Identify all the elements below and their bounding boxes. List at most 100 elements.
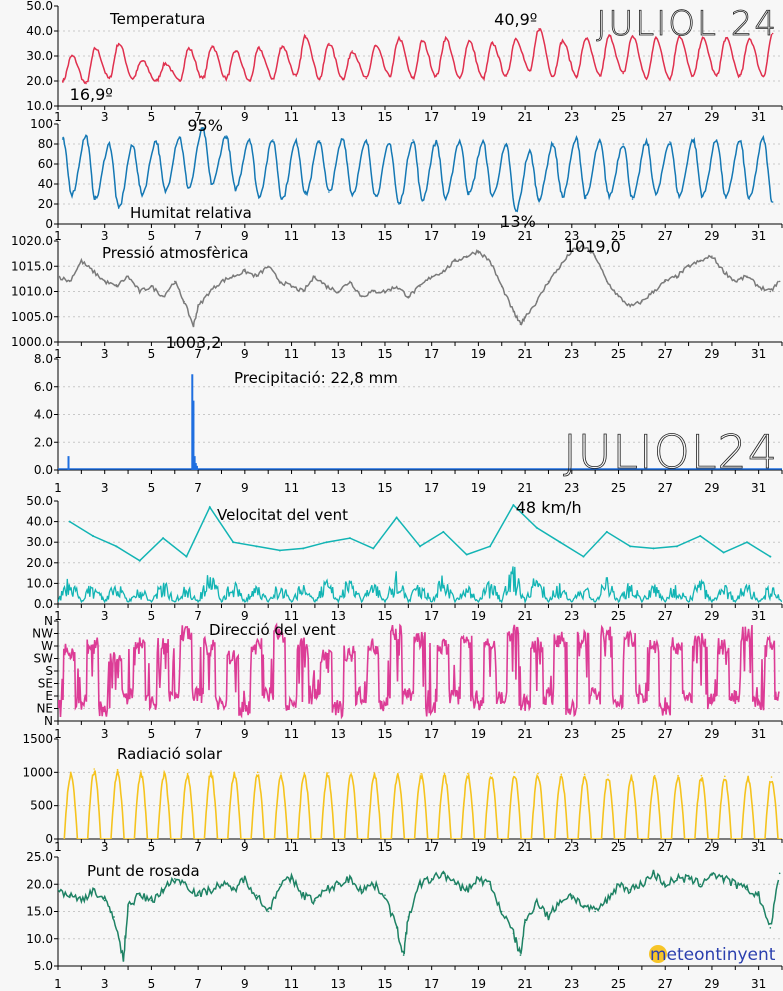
hum-data-point <box>725 197 727 199</box>
radiation-line <box>63 769 782 839</box>
y-tick-label: 50.0 <box>26 494 53 508</box>
x-tick-label: 29 <box>704 609 719 623</box>
panel-dew: 5.010.015.020.025.01 3 5 7 9 11 13 15 17 19 21 23 25… <box>26 850 783 991</box>
dew-data-point <box>465 888 468 891</box>
dew-data-point <box>606 899 608 902</box>
x-tick-label: 31 <box>751 977 766 991</box>
dew-data-point <box>699 883 702 886</box>
x-tick-label: 11 <box>284 229 299 243</box>
wind-direction-line <box>58 622 780 720</box>
temp-data-point <box>211 45 213 47</box>
dew-data-point <box>162 888 164 891</box>
radiation-peak-point <box>140 770 142 772</box>
hum-data-point <box>458 140 461 142</box>
x-tick-label: 5 <box>148 840 156 854</box>
temp-data-point <box>328 42 330 45</box>
x-tick-label: 15 <box>377 727 392 741</box>
x-tick-label: 25 <box>611 609 626 623</box>
x-tick-label: 23 <box>564 609 579 623</box>
dew-data-point <box>337 883 340 886</box>
x-tick-label: 1 <box>54 727 62 741</box>
temp-data-point <box>514 37 517 40</box>
x-tick-label: 1 <box>54 977 62 991</box>
panel-title-precip: Precipitació: 22,8 mm <box>234 369 398 387</box>
x-tick-label: 11 <box>284 727 299 741</box>
dew-data-point <box>617 883 620 886</box>
x-tick-label: 23 <box>564 347 579 361</box>
hum-data-point <box>692 139 695 141</box>
pres-data-point <box>419 285 421 288</box>
temp-data-point <box>575 75 578 77</box>
annotation-hum: 95% <box>187 116 223 135</box>
x-tick-label: 25 <box>611 110 626 124</box>
x-tick-label: 5 <box>148 609 156 623</box>
dew-data-point <box>722 878 725 880</box>
x-tick-label: 1 <box>54 481 62 495</box>
brand-text: meteontinyent <box>650 945 776 965</box>
temp-data-point <box>365 77 368 80</box>
radiation-peak-point <box>770 776 773 778</box>
dew-data-point <box>122 959 125 962</box>
temp-data-point <box>412 77 414 80</box>
hum-data-point <box>141 193 143 195</box>
temp-data-point <box>272 77 274 80</box>
dew-data-point <box>711 872 713 875</box>
temp-data-point <box>318 77 321 80</box>
dew-data-point <box>664 883 667 886</box>
radiation-peak-point <box>350 772 352 774</box>
pres-data-point <box>162 295 164 298</box>
hum-data-point <box>552 143 554 145</box>
pres-data-point <box>442 270 445 273</box>
wind-gust-point <box>419 545 421 548</box>
dew-data-point <box>734 883 737 886</box>
temp-data-point <box>234 50 237 52</box>
wind-gust-point <box>372 547 375 550</box>
x-tick-label: 17 <box>424 609 439 623</box>
pres-data-point <box>519 323 522 326</box>
pres-data-point <box>183 300 185 303</box>
sun-logo-icon <box>649 945 667 963</box>
y-tick-label: 10.0 <box>26 99 53 113</box>
hum-data-point <box>71 193 73 195</box>
wind-gust-point <box>465 553 468 556</box>
x-tick-label: 11 <box>284 481 299 495</box>
x-tick-label: 9 <box>241 481 249 495</box>
dew-data-point <box>687 878 690 880</box>
pres-data-point <box>734 280 737 283</box>
pres-data-point <box>349 280 351 283</box>
temp-data-point <box>248 80 251 82</box>
x-tick-label: 11 <box>284 110 299 124</box>
wind-gust-point <box>302 547 305 550</box>
pres-data-point <box>197 305 199 308</box>
pres-data-point <box>92 270 94 273</box>
wind-gust-point <box>232 541 235 544</box>
x-tick-label: 13 <box>331 110 346 124</box>
pres-data-point <box>220 280 223 283</box>
precip-bar <box>193 456 196 470</box>
wind-gust-point <box>745 541 748 544</box>
x-tick-label: 3 <box>101 347 109 361</box>
pres-data-point <box>384 290 386 293</box>
x-tick-label: 25 <box>611 229 626 243</box>
pres-data-point <box>629 305 631 308</box>
temp-data-point <box>178 80 181 82</box>
temp-data-point <box>762 75 765 77</box>
x-tick-label: 29 <box>704 481 719 495</box>
y-tick-label: 0 <box>45 832 53 846</box>
pres-data-point <box>115 285 118 288</box>
hum-data-point <box>61 138 64 140</box>
pres-data-point <box>746 275 748 278</box>
x-tick-label: 13 <box>331 727 346 741</box>
y-tick-label: 1020.0 <box>11 234 53 248</box>
x-tick-label: 23 <box>564 110 579 124</box>
hum-data-point <box>585 197 587 199</box>
hum-data-point <box>178 136 181 138</box>
panel-title-rad: Radiació solar <box>117 745 223 763</box>
pres-data-point <box>407 295 410 298</box>
month-label-top: JULIOL 24 <box>596 4 778 44</box>
dew-data-point <box>68 894 71 896</box>
panel-title-dew: Punt de rosada <box>87 862 200 880</box>
y-tick-label: 100 <box>30 117 53 131</box>
x-tick-label: 21 <box>517 727 532 741</box>
hum-data-point <box>131 145 134 147</box>
